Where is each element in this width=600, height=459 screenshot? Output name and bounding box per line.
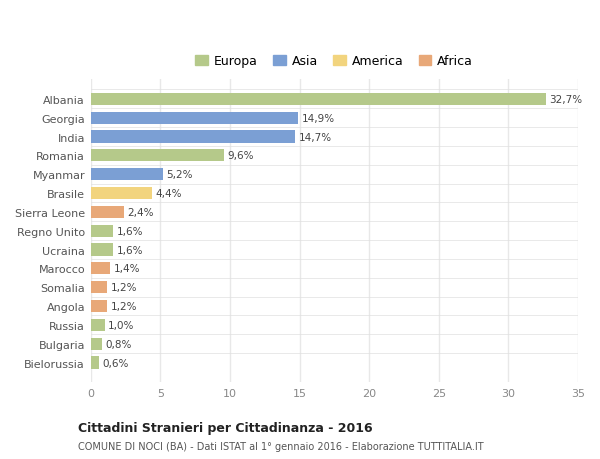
Bar <box>91 319 104 331</box>
Text: 0,8%: 0,8% <box>106 339 131 349</box>
Text: COMUNE DI NOCI (BA) - Dati ISTAT al 1° gennaio 2016 - Elaborazione TUTTITALIA.IT: COMUNE DI NOCI (BA) - Dati ISTAT al 1° g… <box>78 441 484 451</box>
Bar <box>91 357 99 369</box>
Text: 4,4%: 4,4% <box>155 189 182 199</box>
Bar <box>91 187 152 200</box>
Bar <box>91 131 295 143</box>
Text: 1,2%: 1,2% <box>111 283 137 292</box>
Bar <box>91 300 107 313</box>
Bar <box>91 225 113 237</box>
Text: 1,0%: 1,0% <box>108 320 134 330</box>
Text: 32,7%: 32,7% <box>550 95 583 105</box>
Text: 14,9%: 14,9% <box>302 113 335 123</box>
Text: 1,4%: 1,4% <box>113 264 140 274</box>
Bar <box>91 94 546 106</box>
Bar <box>91 206 124 218</box>
Text: 1,6%: 1,6% <box>116 226 143 236</box>
Text: 1,6%: 1,6% <box>116 245 143 255</box>
Text: 5,2%: 5,2% <box>167 170 193 180</box>
Bar <box>91 263 110 275</box>
Text: 0,6%: 0,6% <box>103 358 129 368</box>
Bar <box>91 150 224 162</box>
Bar <box>91 281 107 294</box>
Bar <box>91 169 163 181</box>
Text: Cittadini Stranieri per Cittadinanza - 2016: Cittadini Stranieri per Cittadinanza - 2… <box>78 421 373 434</box>
Bar <box>91 244 113 256</box>
Legend: Europa, Asia, America, Africa: Europa, Asia, America, Africa <box>193 53 476 71</box>
Text: 9,6%: 9,6% <box>228 151 254 161</box>
Text: 1,2%: 1,2% <box>111 302 137 311</box>
Text: 2,4%: 2,4% <box>128 207 154 218</box>
Bar <box>91 338 102 350</box>
Text: 14,7%: 14,7% <box>299 132 332 142</box>
Bar <box>91 112 298 124</box>
